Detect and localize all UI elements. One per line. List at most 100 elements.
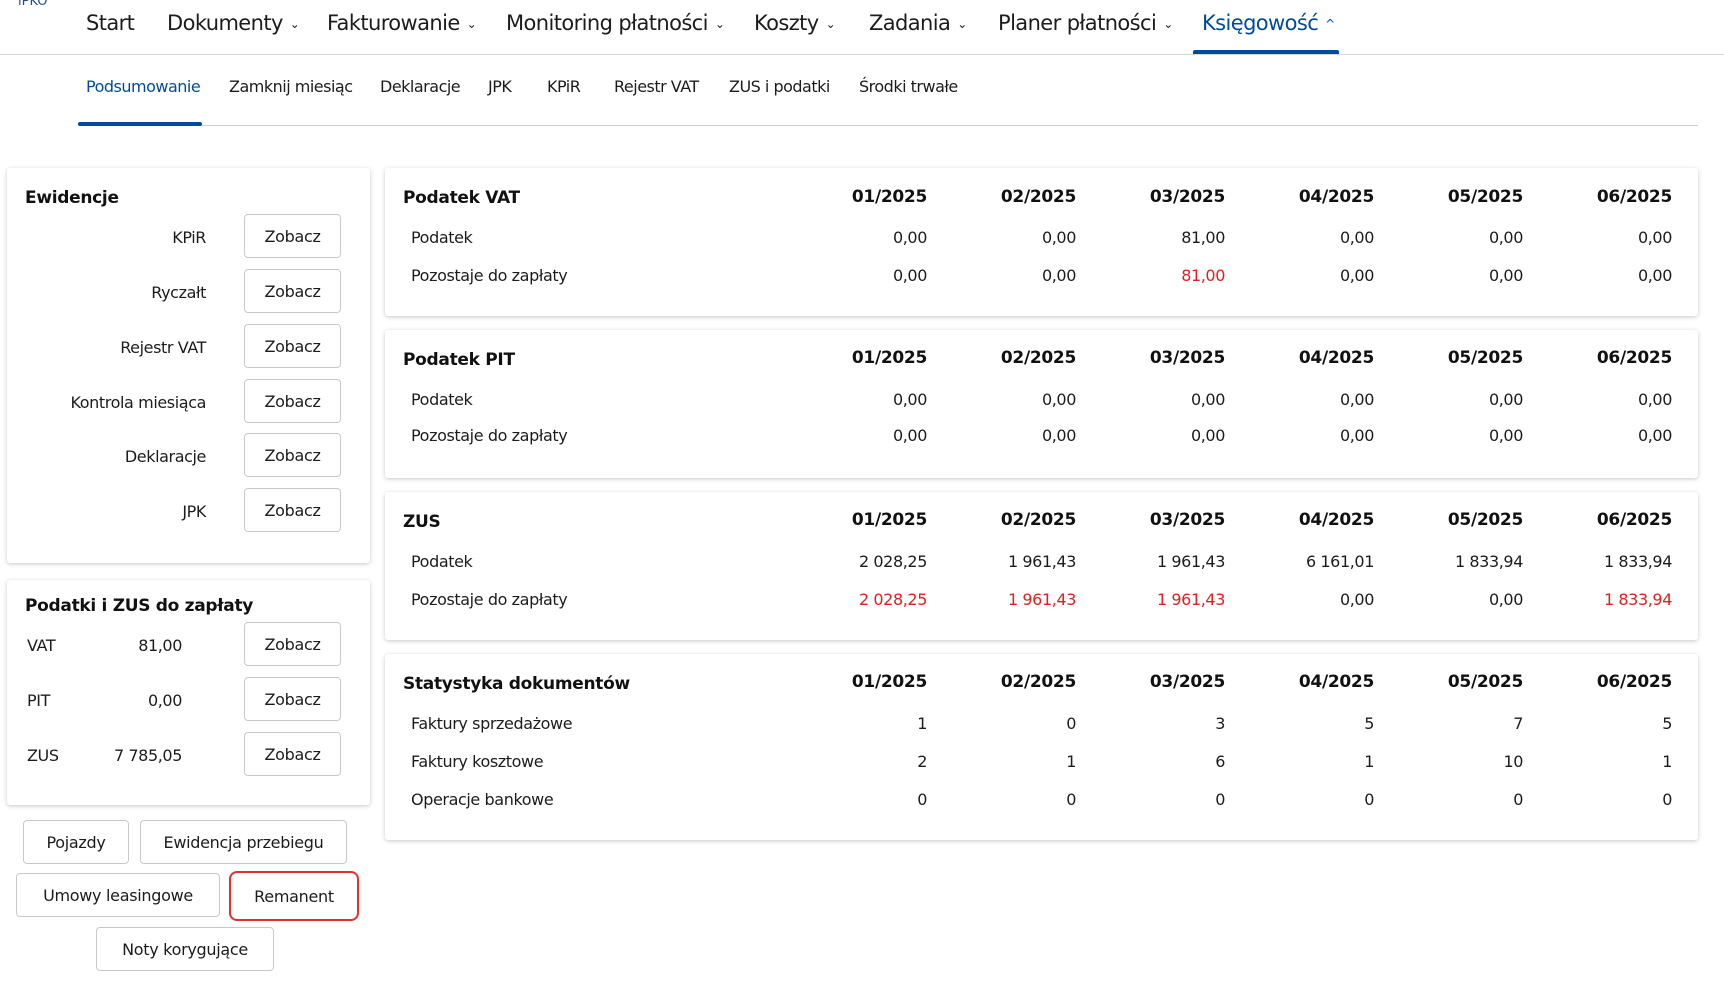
nav-item-dokumenty[interactable]: Dokumenty ⌄ xyxy=(167,0,300,48)
zobacz-kpir-button[interactable]: Zobacz xyxy=(244,214,341,258)
month-header: 04/2025 xyxy=(1298,510,1374,530)
table-cell-due: 1 961,43 xyxy=(1156,590,1225,609)
tab-rejestr-vat[interactable]: Rejestr VAT xyxy=(614,77,699,96)
ewidencja-label: Rejestr VAT xyxy=(120,338,206,357)
tab-srodki-trwale[interactable]: Środki trwałe xyxy=(859,77,958,96)
table-cell: 0,00 xyxy=(1041,266,1076,285)
zobacz-jpk-button[interactable]: Zobacz xyxy=(244,488,341,532)
table-cell: 2 028,25 xyxy=(858,552,927,571)
month-header: 04/2025 xyxy=(1298,187,1374,207)
table-cell-due: 1 833,94 xyxy=(1603,590,1672,609)
noty-korygujace-button[interactable]: Noty korygujące xyxy=(96,927,274,971)
table-cell-due: 1 961,43 xyxy=(1007,590,1076,609)
table-cell-due: 2 028,25 xyxy=(858,590,927,609)
table-cell: 1 xyxy=(1364,752,1374,771)
table-cell: 0,00 xyxy=(1190,390,1225,409)
nav-item-fakturowanie[interactable]: Fakturowanie ⌄ xyxy=(327,0,477,48)
table-cell: 81,00 xyxy=(1181,228,1225,247)
table-cell: 0,00 xyxy=(1488,228,1523,247)
ewidencja-przebiegu-button[interactable]: Ewidencja przebiegu xyxy=(140,820,347,864)
table-cell: 0,00 xyxy=(1041,228,1076,247)
month-header: 03/2025 xyxy=(1149,672,1225,692)
ewidencja-label: Ryczałt xyxy=(151,283,206,302)
row-label: Faktury sprzedażowe xyxy=(411,714,573,733)
ewidencja-label: KPiR xyxy=(172,228,206,247)
sub-navigation: Podsumowanie Zamknij miesiąc Deklaracje … xyxy=(78,55,1698,126)
zobacz-vat-button[interactable]: Zobacz xyxy=(244,622,341,666)
tab-zus-i-podatki[interactable]: ZUS i podatki xyxy=(729,77,830,96)
nav-item-koszty[interactable]: Koszty ⌄ xyxy=(754,0,836,48)
row-label: Podatek xyxy=(411,390,473,409)
table-cell: 5 xyxy=(1364,714,1374,733)
ewidencja-label: Kontrola miesiąca xyxy=(70,393,206,412)
chevron-down-icon: ⌄ xyxy=(825,17,836,31)
nav-item-planer-platnosci[interactable]: Planer płatności ⌄ xyxy=(998,0,1173,48)
zobacz-kontrola-miesiaca-button[interactable]: Zobacz xyxy=(244,379,341,423)
pit-summary-card: Podatek PIT 01/2025 02/2025 03/2025 04/2… xyxy=(385,330,1698,478)
brand-logo[interactable]: iPKO xyxy=(18,0,48,9)
row-label: Pozostaje do zapłaty xyxy=(411,266,568,285)
top-navigation: iPKO Start Dokumenty ⌄ Fakturowanie ⌄ Moni… xyxy=(0,0,1724,55)
table-cell-due: 81,00 xyxy=(1181,266,1225,285)
table-title: Podatek PIT xyxy=(403,350,515,370)
table-cell: 0 xyxy=(1066,714,1076,733)
row-label: Podatek xyxy=(411,552,473,571)
tab-deklaracje[interactable]: Deklaracje xyxy=(380,77,461,96)
nav-item-label: Dokumenty xyxy=(167,11,283,35)
nav-item-monitoring-platnosci[interactable]: Monitoring płatności ⌄ xyxy=(506,0,725,48)
zobacz-deklaracje-button[interactable]: Zobacz xyxy=(244,433,341,477)
nav-item-start[interactable]: Start xyxy=(86,0,135,48)
row-label: Operacje bankowe xyxy=(411,790,554,809)
vat-summary-card: Podatek VAT 01/2025 02/2025 03/2025 04/2… xyxy=(385,168,1698,316)
chevron-down-icon: ⌄ xyxy=(466,17,477,31)
month-header: 05/2025 xyxy=(1447,510,1523,530)
month-header: 02/2025 xyxy=(1000,187,1076,207)
table-cell: 0,00 xyxy=(1637,228,1672,247)
chevron-down-icon: ⌄ xyxy=(714,17,725,31)
pojazdy-button[interactable]: Pojazdy xyxy=(23,820,129,864)
table-cell: 0,00 xyxy=(1488,590,1523,609)
table-cell: 1 961,43 xyxy=(1007,552,1076,571)
month-header: 06/2025 xyxy=(1596,510,1672,530)
nav-item-ksiegowosc[interactable]: Księgowość ^ xyxy=(1202,0,1335,48)
tab-jpk[interactable]: JPK xyxy=(488,77,512,96)
month-header: 06/2025 xyxy=(1596,187,1672,207)
month-header: 03/2025 xyxy=(1149,348,1225,368)
month-header: 02/2025 xyxy=(1000,510,1076,530)
table-cell: 0,00 xyxy=(1339,228,1374,247)
table-cell: 0,00 xyxy=(1488,426,1523,445)
table-cell: 1 xyxy=(1662,752,1672,771)
nav-item-zadania[interactable]: Zadania ⌄ xyxy=(869,0,967,48)
zobacz-rejestr-vat-button[interactable]: Zobacz xyxy=(244,324,341,368)
tab-zamknij-miesiac[interactable]: Zamknij miesiąc xyxy=(229,77,353,96)
table-cell: 0,00 xyxy=(1637,426,1672,445)
umowy-leasingowe-button[interactable]: Umowy leasingowe xyxy=(16,873,220,917)
tab-podsumowanie[interactable]: Podsumowanie xyxy=(86,77,201,96)
document-stats-card: Statystyka dokumentów 01/2025 02/2025 03… xyxy=(385,654,1698,840)
zobacz-ryczalt-button[interactable]: Zobacz xyxy=(244,269,341,313)
nav-item-label: Koszty xyxy=(754,11,819,35)
month-header: 01/2025 xyxy=(851,672,927,692)
table-title: ZUS xyxy=(403,512,441,532)
remanent-button[interactable]: Remanent xyxy=(229,871,359,921)
table-cell: 0,00 xyxy=(1041,426,1076,445)
table-cell: 0 xyxy=(1364,790,1374,809)
table-cell: 0,00 xyxy=(1190,426,1225,445)
active-nav-indicator xyxy=(1193,50,1339,54)
nav-item-label: Monitoring płatności xyxy=(506,11,708,35)
active-tab-indicator xyxy=(78,122,202,126)
chevron-down-icon: ⌄ xyxy=(1163,17,1173,31)
tab-kpir[interactable]: KPiR xyxy=(547,77,581,96)
month-header: 04/2025 xyxy=(1298,672,1374,692)
table-cell: 0 xyxy=(917,790,927,809)
zobacz-zus-button[interactable]: Zobacz xyxy=(244,732,341,776)
tax-label: PIT xyxy=(27,691,50,710)
table-cell: 0,00 xyxy=(1637,390,1672,409)
month-header: 04/2025 xyxy=(1298,348,1374,368)
table-cell: 5 xyxy=(1662,714,1672,733)
tax-label: ZUS xyxy=(27,746,59,765)
month-header: 05/2025 xyxy=(1447,672,1523,692)
zobacz-pit-button[interactable]: Zobacz xyxy=(244,677,341,721)
nav-item-label: Planer płatności xyxy=(998,11,1157,35)
table-cell: 6 xyxy=(1215,752,1225,771)
